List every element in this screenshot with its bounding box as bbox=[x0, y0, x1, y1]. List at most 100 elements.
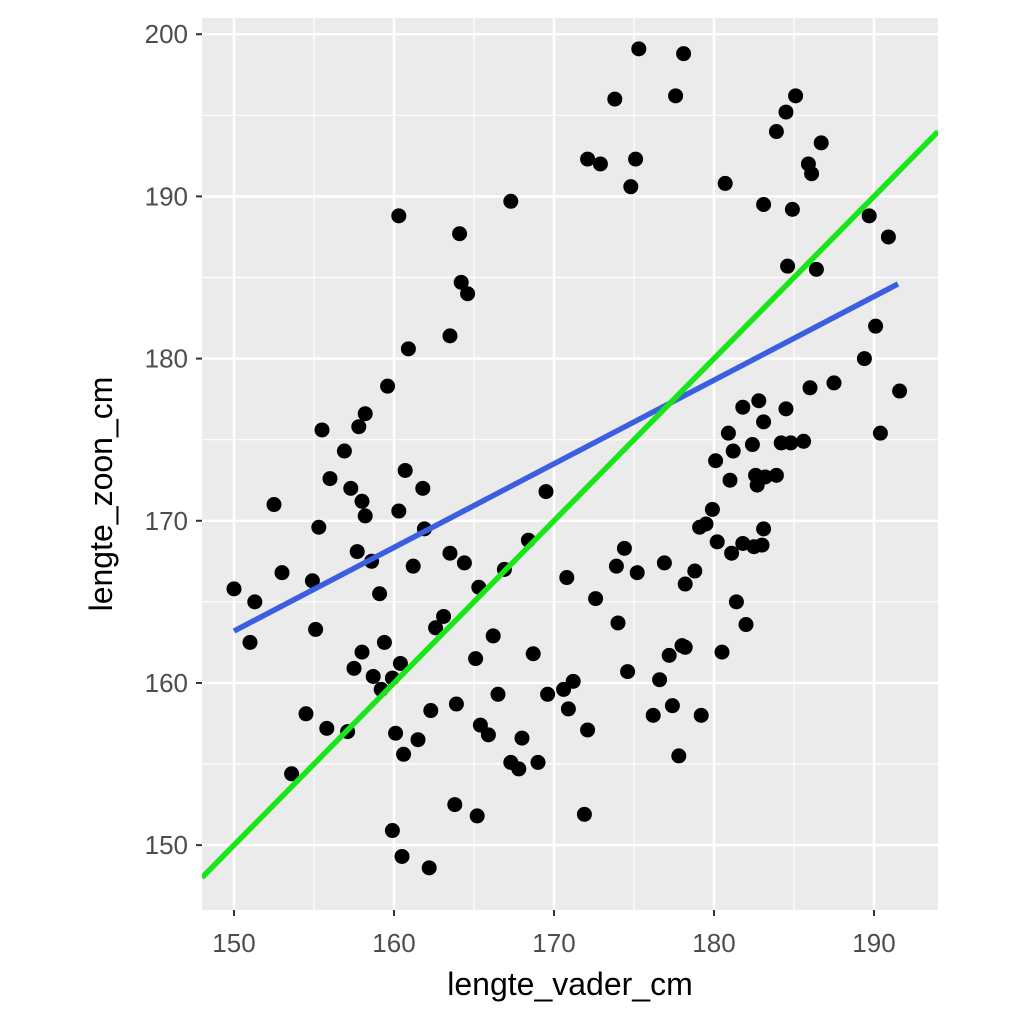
data-point bbox=[380, 378, 396, 394]
data-point bbox=[608, 558, 624, 574]
data-point bbox=[592, 156, 608, 172]
data-point bbox=[631, 41, 647, 57]
data-point bbox=[365, 668, 381, 684]
y-tick-label: 160 bbox=[145, 668, 188, 698]
data-point bbox=[436, 608, 452, 624]
data-point bbox=[485, 628, 501, 644]
data-point bbox=[668, 88, 684, 104]
data-point bbox=[456, 555, 472, 571]
data-point bbox=[284, 766, 300, 782]
y-axis-title: lengte_zoon_cm bbox=[83, 377, 119, 612]
data-point bbox=[428, 620, 444, 636]
data-point bbox=[861, 208, 877, 224]
data-point bbox=[372, 586, 388, 602]
data-point bbox=[319, 720, 335, 736]
data-point bbox=[580, 722, 596, 738]
data-point bbox=[530, 754, 546, 770]
data-point bbox=[620, 664, 636, 680]
data-point bbox=[722, 472, 738, 488]
data-point bbox=[756, 521, 772, 537]
data-point bbox=[580, 151, 596, 167]
data-point bbox=[698, 516, 714, 532]
data-point bbox=[796, 433, 812, 449]
data-point bbox=[469, 808, 485, 824]
data-point bbox=[749, 477, 765, 493]
data-point bbox=[725, 443, 741, 459]
y-tick-label: 190 bbox=[145, 181, 188, 211]
data-point bbox=[226, 581, 242, 597]
plot-panel bbox=[202, 18, 938, 910]
data-point bbox=[588, 591, 604, 607]
data-point bbox=[343, 480, 359, 496]
data-point bbox=[872, 425, 888, 441]
data-point bbox=[768, 124, 784, 140]
data-point bbox=[376, 634, 392, 650]
data-point bbox=[780, 258, 796, 274]
data-point bbox=[677, 576, 693, 592]
data-point bbox=[242, 634, 258, 650]
data-point bbox=[336, 443, 352, 459]
data-point bbox=[452, 226, 468, 242]
data-point bbox=[676, 46, 692, 62]
data-point bbox=[756, 197, 772, 213]
data-points bbox=[226, 41, 908, 876]
data-point bbox=[392, 655, 408, 671]
identity-line bbox=[202, 129, 938, 880]
data-point bbox=[274, 565, 290, 581]
data-point bbox=[717, 175, 733, 191]
data-point bbox=[349, 544, 365, 560]
data-point bbox=[693, 707, 709, 723]
x-tick-label: 190 bbox=[852, 928, 895, 958]
data-point bbox=[391, 503, 407, 519]
x-axis-title: lengte_vader_cm bbox=[447, 966, 692, 1002]
data-point bbox=[788, 88, 804, 104]
x-tick-label: 160 bbox=[372, 928, 415, 958]
data-point bbox=[813, 135, 829, 151]
data-point bbox=[421, 860, 437, 876]
data-point bbox=[525, 646, 541, 662]
data-point bbox=[664, 698, 680, 714]
data-point bbox=[346, 660, 362, 676]
data-point bbox=[468, 651, 484, 667]
data-point bbox=[311, 519, 327, 535]
y-tick-label: 180 bbox=[145, 344, 188, 374]
data-point bbox=[298, 706, 314, 722]
data-point bbox=[400, 341, 416, 357]
data-point bbox=[391, 208, 407, 224]
data-point bbox=[756, 414, 772, 430]
data-point bbox=[357, 406, 373, 422]
data-point bbox=[490, 686, 506, 702]
data-point bbox=[472, 717, 488, 733]
data-point bbox=[744, 437, 760, 453]
fit-lines bbox=[202, 129, 938, 880]
regression-line bbox=[232, 281, 900, 634]
data-point bbox=[247, 594, 263, 610]
data-point bbox=[514, 730, 530, 746]
data-point bbox=[826, 375, 842, 391]
data-point bbox=[396, 746, 412, 762]
y-tick-label: 150 bbox=[145, 830, 188, 860]
data-point bbox=[511, 761, 527, 777]
data-point bbox=[778, 104, 794, 120]
data-point bbox=[560, 701, 576, 717]
data-point bbox=[384, 823, 400, 839]
data-point bbox=[565, 673, 581, 689]
data-point bbox=[656, 555, 672, 571]
data-point bbox=[354, 644, 370, 660]
data-point bbox=[880, 229, 896, 245]
data-point bbox=[388, 725, 404, 741]
data-point bbox=[677, 639, 693, 655]
data-point bbox=[423, 703, 439, 719]
data-point bbox=[442, 545, 458, 561]
data-point bbox=[351, 419, 367, 435]
data-point bbox=[616, 540, 632, 556]
data-point bbox=[304, 573, 320, 589]
data-point bbox=[751, 393, 767, 409]
data-point bbox=[768, 467, 784, 483]
data-point bbox=[714, 644, 730, 660]
data-point bbox=[645, 707, 661, 723]
data-point bbox=[652, 672, 668, 688]
data-point bbox=[687, 563, 703, 579]
